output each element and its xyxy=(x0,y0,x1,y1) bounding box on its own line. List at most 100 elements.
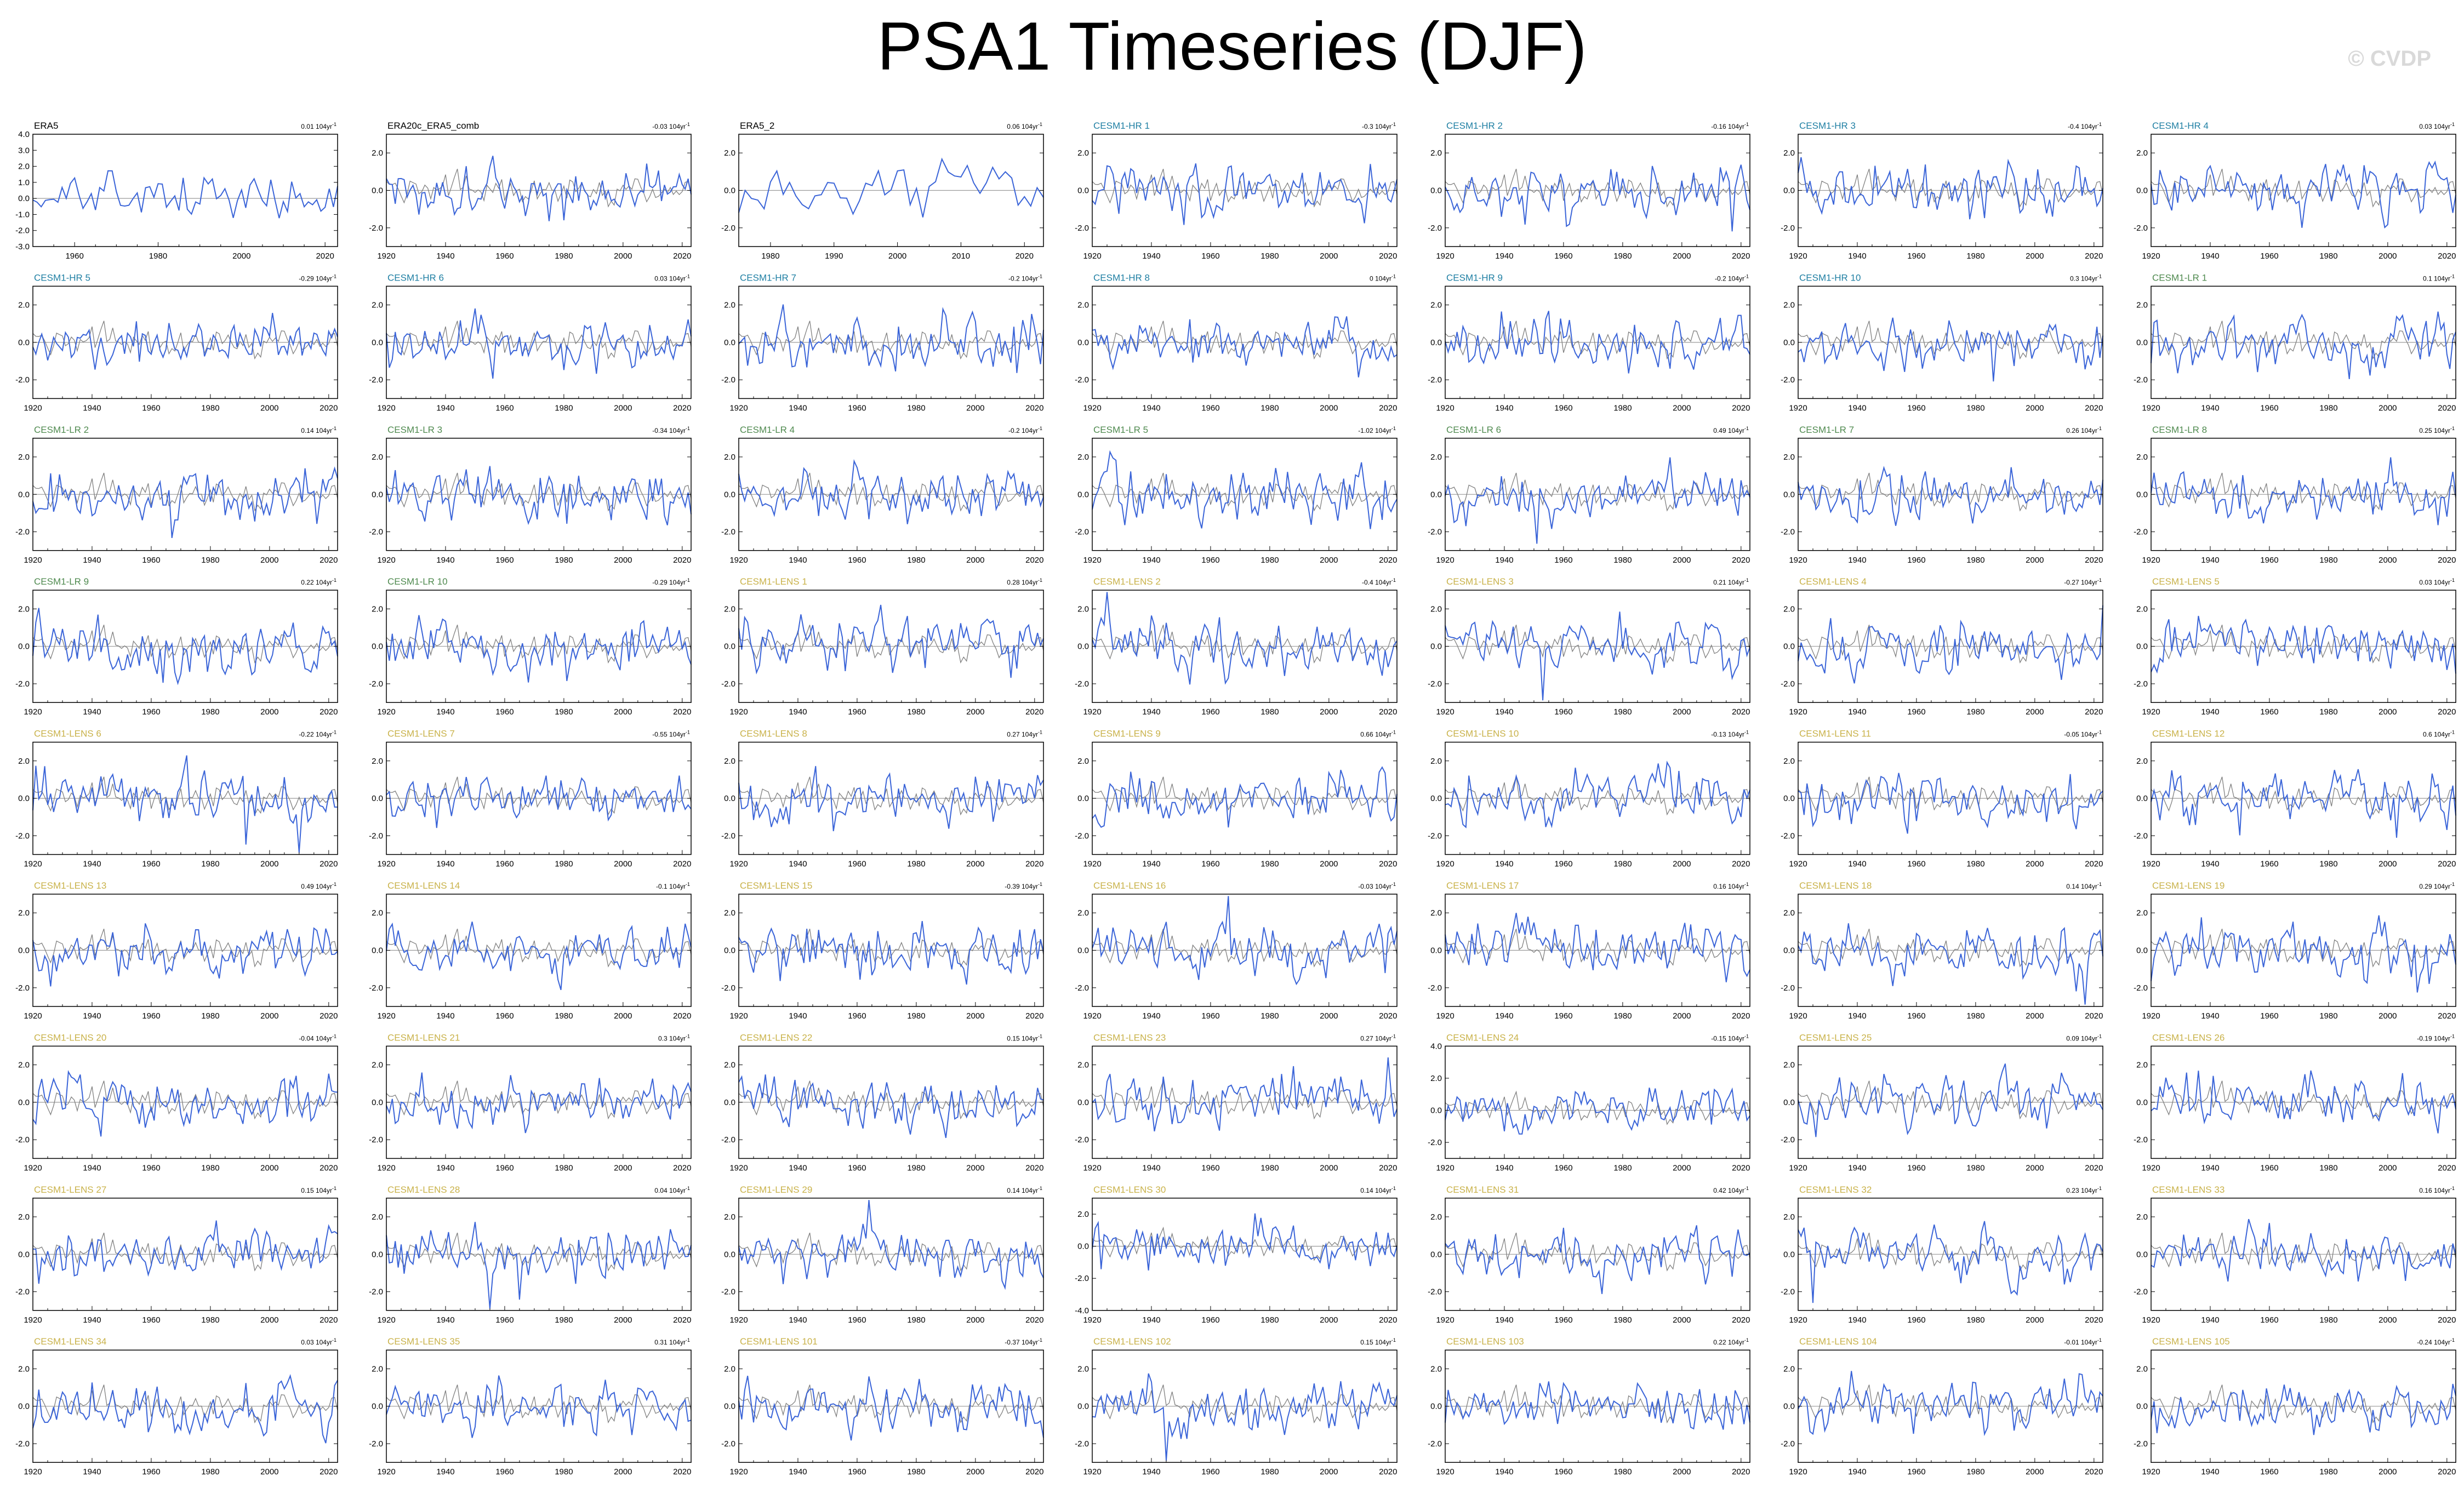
index-series xyxy=(386,922,692,991)
panel-label: CESM1-LENS 32 xyxy=(1799,1185,1872,1195)
x-tick-label: 2020 xyxy=(320,403,338,413)
x-tick-label: 2000 xyxy=(1673,1163,1691,1172)
x-tick-label: 2000 xyxy=(966,1163,984,1172)
reference-series xyxy=(1798,1384,2103,1424)
reference-series xyxy=(1798,1232,2103,1272)
x-tick-label: 1980 xyxy=(1260,1163,1279,1172)
y-tick-label: 2.0 xyxy=(724,1061,735,1070)
panel: CESM1-LENS 7 -0.55 104yr-1 1920 1940 1960 198… xyxy=(369,729,692,869)
x-tick-label: 1980 xyxy=(555,860,573,869)
x-tick-label: 2020 xyxy=(1025,1011,1043,1021)
x-tick-label: 1920 xyxy=(2142,707,2160,717)
panel-label: CESM1-LR 8 xyxy=(2152,425,2207,435)
x-tick-label: 1980 xyxy=(201,556,219,565)
panel-label: CESM1-LENS 11 xyxy=(1799,729,1871,739)
y-tick-label: -2.0 xyxy=(1428,528,1442,537)
x-tick-label: 1960 xyxy=(142,1163,160,1172)
x-tick-label: 1940 xyxy=(789,1163,807,1172)
x-tick-label: 1920 xyxy=(1436,1163,1454,1172)
x-tick-label: 1960 xyxy=(1554,403,1572,413)
y-tick-label: 0.0 xyxy=(18,794,30,803)
x-tick-label: 1920 xyxy=(729,403,748,413)
x-tick-label: 1980 xyxy=(555,1163,573,1172)
y-tick-label: 0.0 xyxy=(1430,186,1442,196)
x-tick-label: 2020 xyxy=(320,1315,338,1325)
y-tick-label: 2.0 xyxy=(2136,453,2148,462)
x-tick-label: 1980 xyxy=(907,403,925,413)
y-tick-label: 2.0 xyxy=(2136,604,2148,614)
y-tick-label: 0.0 xyxy=(18,1250,30,1259)
x-tick-label: 2020 xyxy=(2085,1467,2103,1477)
index-series xyxy=(386,775,692,828)
index-series xyxy=(2151,1218,2456,1282)
x-tick-label: 1920 xyxy=(729,707,748,717)
x-tick-label: 2020 xyxy=(1379,403,1397,413)
y-tick-label: 2.0 xyxy=(2136,1212,2148,1222)
x-tick-label: 1980 xyxy=(555,1467,573,1477)
y-tick-label: 2.0 xyxy=(18,162,30,171)
x-tick-label: 1960 xyxy=(1201,556,1219,565)
y-tick-label: 0.0 xyxy=(724,794,735,803)
x-tick-label: 1980 xyxy=(1613,403,1632,413)
x-tick-label: 1940 xyxy=(2201,1467,2219,1477)
x-tick-label: 2000 xyxy=(614,403,632,413)
reference-series xyxy=(32,1080,338,1120)
y-tick-label: 0.0 xyxy=(372,946,383,956)
reference-series xyxy=(32,929,338,968)
x-tick-label: 1920 xyxy=(1789,403,1807,413)
y-tick-label: 2.0 xyxy=(1430,1212,1442,1222)
y-tick-label: 2.0 xyxy=(1783,1061,1795,1070)
reference-series xyxy=(386,1080,692,1120)
index-series xyxy=(2151,1070,2456,1134)
trend-label: 0.49 104yr-1 xyxy=(301,882,336,890)
trend-label: -0.34 104yr-1 xyxy=(652,426,690,434)
y-tick-label: -2.0 xyxy=(1428,224,1442,233)
x-tick-label: 1960 xyxy=(1907,707,1925,717)
x-tick-label: 1960 xyxy=(848,1315,866,1325)
x-tick-label: 1920 xyxy=(24,556,42,565)
x-tick-label: 1980 xyxy=(555,251,573,261)
x-tick-label: 1960 xyxy=(495,707,514,717)
panel: CESM1-LENS 3 0.21 104yr-1 1920 1940 1960 1980… xyxy=(1428,576,1750,717)
panel-label: CESM1-LENS 101 xyxy=(740,1336,818,1347)
y-tick-label: 0.0 xyxy=(1077,186,1089,196)
index-series xyxy=(2151,769,2456,838)
panel-label: CESM1-HR 10 xyxy=(1799,272,1861,283)
panel-label: CESM1-LR 10 xyxy=(387,576,448,587)
reference-series xyxy=(1445,929,1750,968)
x-tick-label: 2020 xyxy=(2438,860,2456,869)
x-tick-label: 1960 xyxy=(1201,1315,1219,1325)
trend-label: -0.15 104yr-1 xyxy=(1711,1033,1749,1042)
x-tick-label: 2000 xyxy=(260,1467,278,1477)
x-tick-label: 2020 xyxy=(2085,707,2103,717)
y-tick-label: 2.0 xyxy=(1430,1074,1442,1083)
y-tick-label: 0.0 xyxy=(18,338,30,347)
panel: CESM1-HR 8 0 104yr-1 1920 1940 1960 1980 2000 2… xyxy=(1075,272,1398,413)
index-series xyxy=(386,1072,692,1134)
x-tick-label: 1980 xyxy=(1260,1467,1279,1477)
x-tick-label: 1940 xyxy=(789,1315,807,1325)
x-tick-label: 1940 xyxy=(83,403,101,413)
y-tick-label: 0.0 xyxy=(1077,490,1089,499)
y-tick-label: 0.0 xyxy=(724,490,735,499)
panel: CESM1-LENS 13 0.49 104yr-1 1920 1940 1960 198… xyxy=(15,880,338,1021)
y-tick-label: 0.0 xyxy=(372,490,383,499)
panel-label: CESM1-LENS 29 xyxy=(740,1185,812,1195)
x-tick-label: 1980 xyxy=(2319,403,2337,413)
x-tick-label: 1920 xyxy=(1789,860,1807,869)
reference-series xyxy=(738,625,1044,664)
x-tick-label: 1980 xyxy=(1966,1011,1984,1021)
x-tick-label: 1920 xyxy=(377,707,395,717)
index-series xyxy=(2151,457,2456,525)
x-tick-label: 1960 xyxy=(142,1315,160,1325)
reference-series xyxy=(738,1080,1044,1120)
x-tick-label: 1980 xyxy=(1260,403,1279,413)
panel-label: CESM1-HR 4 xyxy=(2152,121,2209,131)
index-series xyxy=(1445,457,1750,544)
y-tick-label: -2.0 xyxy=(15,1135,30,1145)
x-tick-label: 1940 xyxy=(1142,556,1160,565)
x-tick-label: 1960 xyxy=(495,860,514,869)
index-series xyxy=(32,923,338,987)
y-tick-label: 0.0 xyxy=(1783,794,1795,803)
reference-series xyxy=(386,1384,692,1424)
